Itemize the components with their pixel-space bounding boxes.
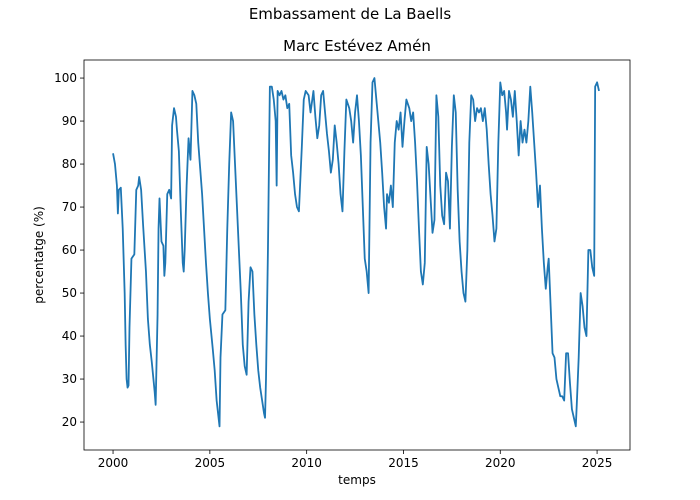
chart-title: Marc Estévez Amén — [283, 37, 431, 55]
x-tick-label: 2015 — [388, 456, 419, 470]
y-tick-label: 50 — [62, 286, 77, 300]
x-tick-label: 2010 — [291, 456, 322, 470]
y-axis-label: percentatge (%) — [32, 206, 46, 304]
y-tick-label: 40 — [62, 329, 77, 343]
x-axis-label: temps — [338, 473, 376, 487]
x-tick-label: 2000 — [98, 456, 129, 470]
x-tick-label: 2025 — [582, 456, 613, 470]
y-tick-label: 100 — [54, 71, 77, 85]
data-line — [112, 77, 600, 428]
x-tick-label: 2020 — [485, 456, 516, 470]
y-tick-label: 90 — [62, 114, 77, 128]
y-tick-label: 20 — [62, 415, 77, 429]
axes-frame — [83, 59, 631, 451]
x-tick-label: 2005 — [195, 456, 226, 470]
plot-area — [112, 77, 600, 428]
y-tick-label: 60 — [62, 243, 77, 257]
y-tick-label: 70 — [62, 200, 77, 214]
suptitle: Embassament de La Baells — [249, 5, 452, 23]
y-tick-label: 80 — [62, 157, 77, 171]
y-tick-label: 30 — [62, 372, 77, 386]
